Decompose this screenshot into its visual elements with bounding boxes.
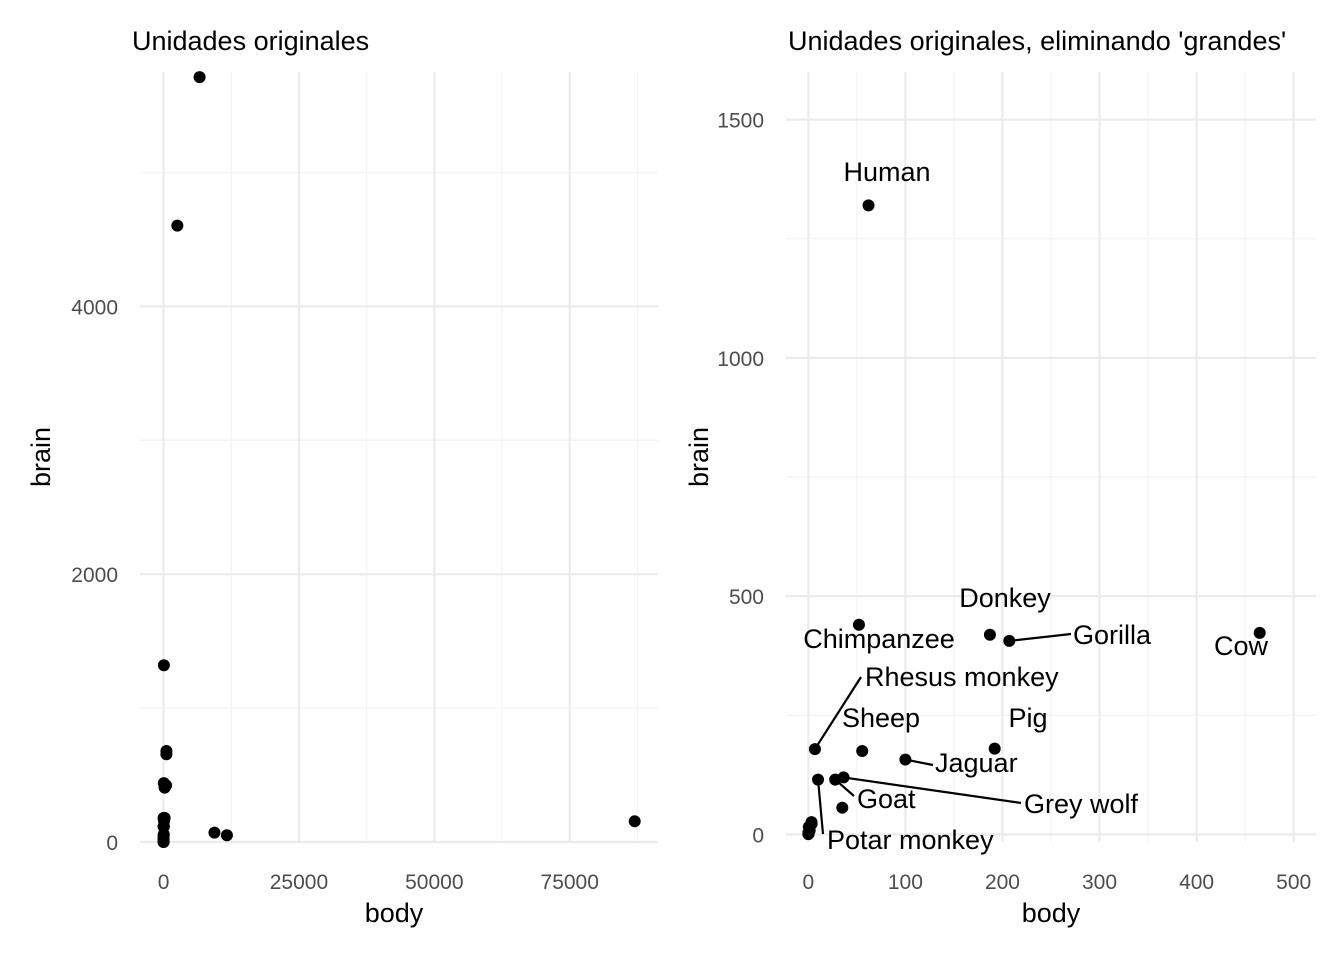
data-point bbox=[157, 833, 170, 846]
y-tick-label: 500 bbox=[729, 586, 764, 609]
y-tick-label: 1500 bbox=[717, 110, 764, 133]
data-point bbox=[157, 819, 170, 832]
left-panel: 0 25000 50000 75000 0 2000 4000 Unidades origin… bbox=[26, 26, 658, 928]
data-point bbox=[808, 743, 821, 756]
data-point bbox=[1253, 626, 1266, 639]
label-leader-line bbox=[813, 676, 862, 750]
data-point bbox=[852, 618, 865, 631]
data-point bbox=[193, 71, 206, 84]
data-point bbox=[829, 773, 842, 786]
x-tick-label: 500 bbox=[1276, 871, 1311, 894]
y-tick-label: 0 bbox=[752, 824, 764, 847]
data-point bbox=[988, 742, 1001, 755]
y-tick-label: 4000 bbox=[71, 296, 118, 319]
data-point bbox=[160, 744, 173, 757]
x-tick-label: 300 bbox=[1082, 871, 1117, 894]
x-tick-label: 75000 bbox=[541, 871, 599, 894]
point-label: Sheep bbox=[842, 703, 920, 733]
y-tick-label: 0 bbox=[106, 832, 118, 855]
x-axis-title: body bbox=[365, 898, 424, 928]
point-label: Human bbox=[843, 157, 930, 187]
data-point bbox=[171, 219, 184, 232]
x-axis-title: body bbox=[1022, 898, 1081, 928]
data-point bbox=[220, 829, 233, 842]
y-tick-label: 2000 bbox=[71, 564, 118, 587]
data-point bbox=[899, 753, 912, 766]
x-tick-label: 50000 bbox=[405, 871, 463, 894]
point-label: Donkey bbox=[959, 583, 1051, 613]
data-point bbox=[628, 815, 641, 828]
point-label: Jaguar bbox=[935, 748, 1018, 778]
right-panel: 0 100 200 300 400 500 0 500 1000 1500 Unidades ori… bbox=[684, 26, 1316, 928]
data-point bbox=[856, 744, 869, 757]
point-label: Gorilla bbox=[1073, 620, 1152, 650]
chart-title: Unidades originales bbox=[132, 26, 369, 56]
x-tick-label: 400 bbox=[1179, 871, 1214, 894]
y-axis-title: brain bbox=[684, 427, 714, 487]
y-tick-label: 1000 bbox=[717, 348, 764, 371]
data-point bbox=[983, 628, 996, 641]
data-point bbox=[862, 199, 875, 212]
data-point bbox=[1003, 634, 1016, 647]
data-point bbox=[157, 777, 170, 790]
data-point bbox=[802, 828, 815, 841]
point-label: Goat bbox=[857, 784, 916, 814]
x-tick-label: 200 bbox=[985, 871, 1020, 894]
label-leader-line bbox=[1009, 632, 1072, 643]
data-point bbox=[157, 659, 170, 672]
label-leader-line bbox=[816, 779, 825, 835]
x-tick-label: 25000 bbox=[270, 871, 328, 894]
point-label: Pig bbox=[1008, 703, 1047, 733]
point-label: Grey wolf bbox=[1024, 789, 1139, 819]
x-tick-label: 0 bbox=[158, 871, 170, 894]
point-label: Chimpanzee bbox=[803, 624, 955, 654]
chart-title: Unidades originales, eliminando 'grandes… bbox=[788, 26, 1286, 56]
x-tick-label: 0 bbox=[802, 871, 814, 894]
point-label: Potar monkey bbox=[827, 825, 994, 855]
data-point bbox=[836, 801, 849, 814]
data-point bbox=[208, 826, 221, 839]
x-tick-label: 100 bbox=[888, 871, 923, 894]
y-axis-title: brain bbox=[26, 427, 56, 487]
label-leader-line bbox=[843, 776, 1022, 805]
data-point bbox=[812, 773, 825, 786]
point-label: Rhesus monkey bbox=[865, 662, 1059, 692]
